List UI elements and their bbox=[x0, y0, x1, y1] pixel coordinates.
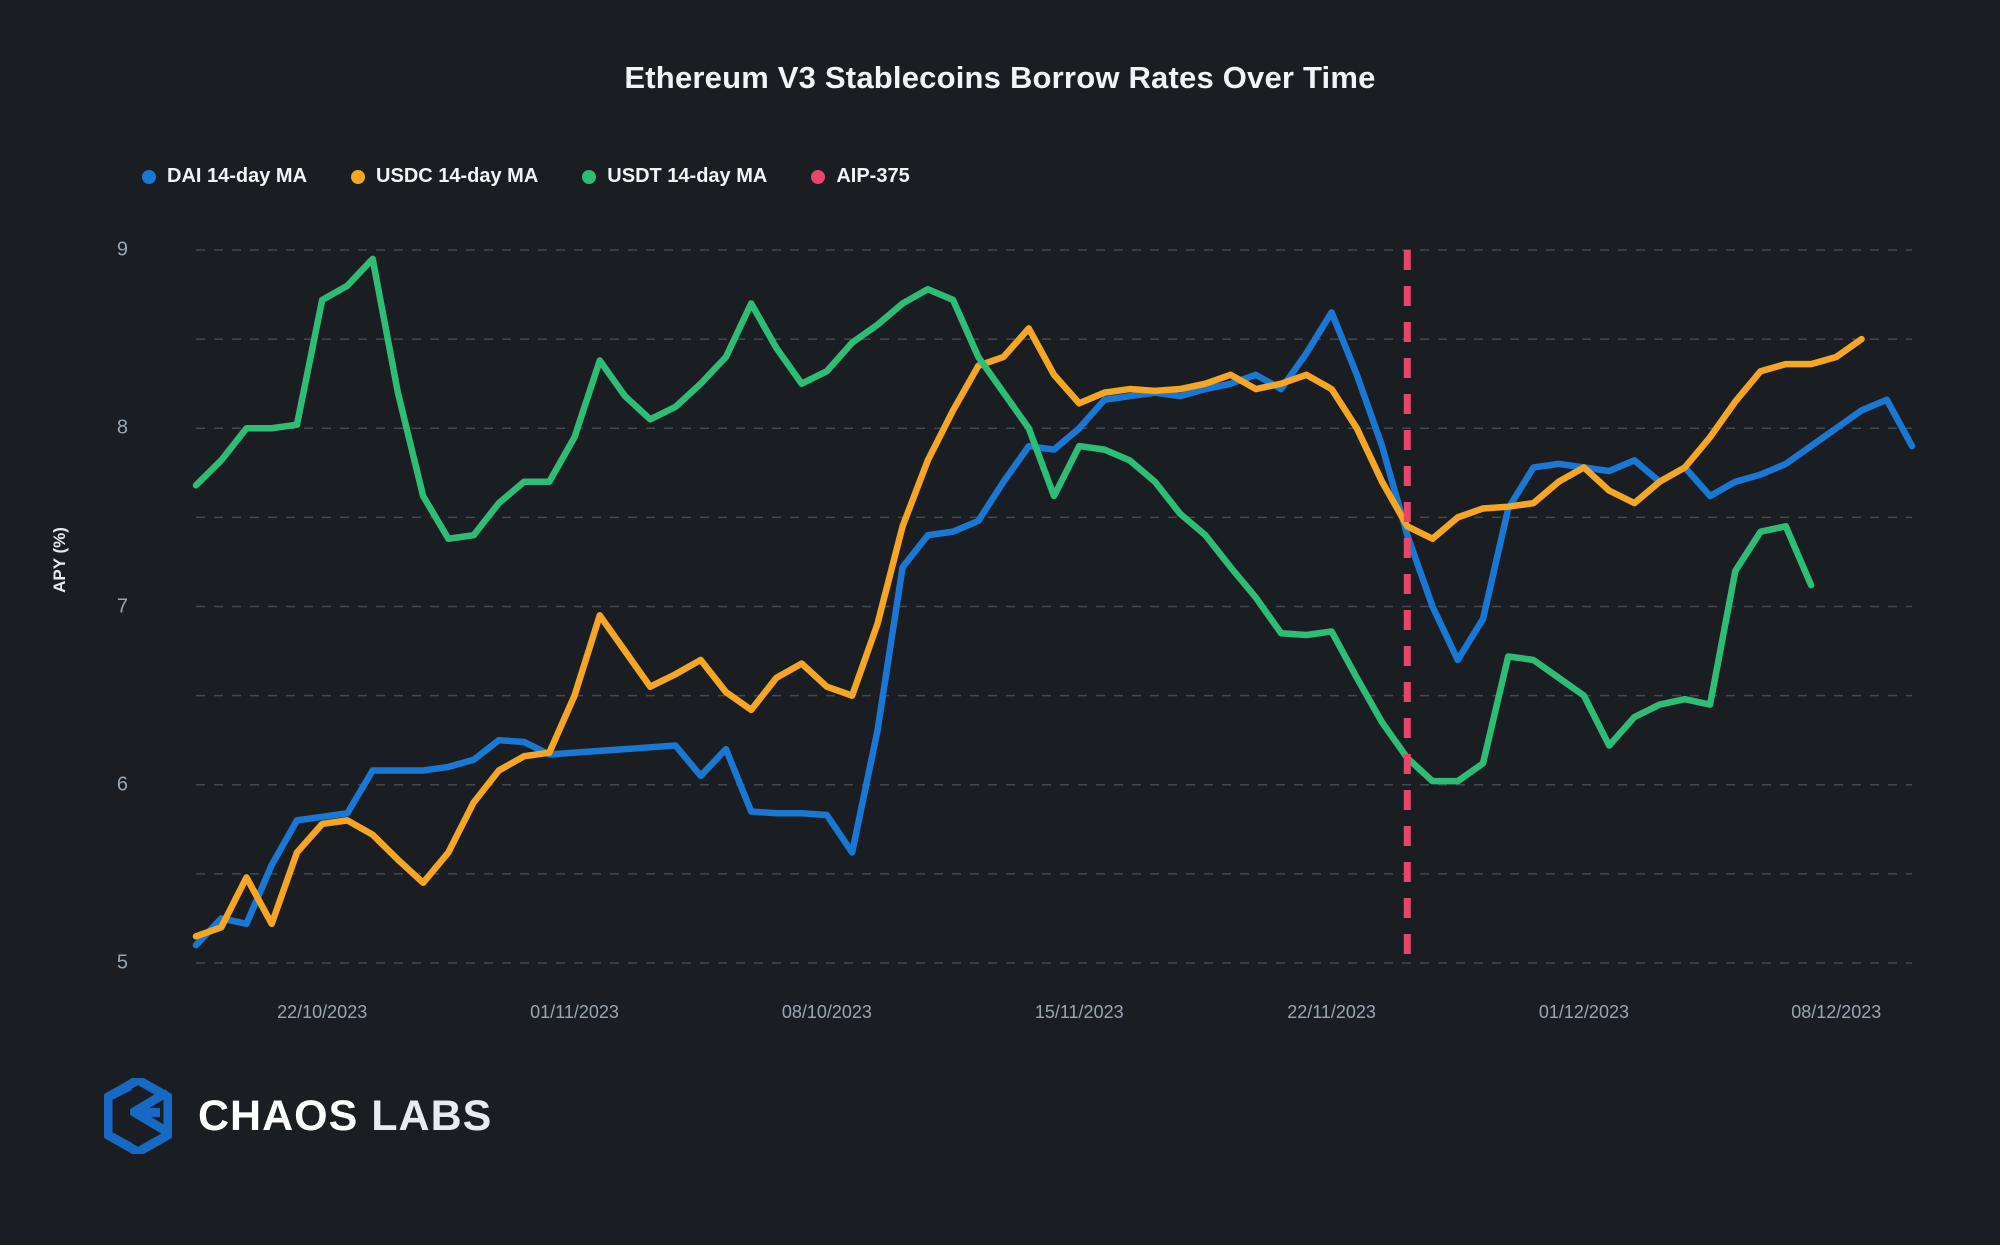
x-tick-label: 08/10/2023 bbox=[781, 1002, 872, 1022]
brand-name: CHAOS.LABS bbox=[198, 1092, 492, 1141]
legend-item-usdc[interactable]: USDC 14-day MA bbox=[351, 165, 538, 188]
legend-dot-icon bbox=[351, 169, 366, 184]
series-line-usdt bbox=[192, 255, 1815, 785]
line-chart-svg bbox=[192, 249, 1916, 968]
x-tick-label: 22/10/2023 bbox=[277, 1002, 368, 1022]
x-tick-label: 01/12/2023 bbox=[1538, 1002, 1629, 1022]
x-tick-label: 08/12/2023 bbox=[1791, 1002, 1882, 1022]
legend-item-dai[interactable]: DAI 14-day MA bbox=[142, 165, 307, 188]
x-tick-label: 22/11/2023 bbox=[1287, 1002, 1376, 1022]
series-line-usdc bbox=[192, 325, 1865, 940]
chart-legend: DAI 14-day MA USDC 14-day MA USDT 14-day M… bbox=[142, 165, 910, 188]
y-tick-label: 7 bbox=[116, 595, 128, 617]
brand-name-part2: LABS bbox=[371, 1091, 493, 1140]
legend-item-label: USDT 14-day MA bbox=[607, 165, 768, 187]
legend-item-label: DAI 14-day MA bbox=[167, 165, 308, 187]
y-tick-label: 6 bbox=[116, 773, 128, 796]
legend-dot-icon bbox=[582, 169, 597, 184]
y-tick-label: 9 bbox=[116, 238, 128, 261]
y-axis-title: APY (%) bbox=[50, 527, 69, 593]
chaos-labs-hexagon-icon bbox=[104, 1078, 172, 1154]
legend-item-label: AIP-375 bbox=[836, 165, 910, 187]
x-tick-label: 01/11/2023 bbox=[530, 1002, 619, 1022]
legend-dot-icon bbox=[142, 169, 156, 184]
brand-name-part1: CHAOS bbox=[198, 1091, 359, 1140]
page-title: Ethereum V3 Stablecoins Borrow Rates Ove… bbox=[624, 60, 1376, 95]
y-tick-label: 8 bbox=[116, 416, 128, 439]
y-tick-label: 5 bbox=[116, 951, 128, 974]
brand-logo: CHAOS.LABS bbox=[104, 1078, 492, 1154]
legend-item-label: USDC 14-day MA bbox=[376, 165, 539, 187]
legend-dot-icon bbox=[811, 169, 826, 184]
series-line-dai bbox=[192, 309, 1916, 949]
x-tick-label: 15/11/2023 bbox=[1034, 1002, 1124, 1022]
legend-item-aip-375[interactable]: AIP-375 bbox=[811, 165, 910, 188]
legend-item-usdt[interactable]: USDT 14-day MA bbox=[582, 165, 767, 188]
